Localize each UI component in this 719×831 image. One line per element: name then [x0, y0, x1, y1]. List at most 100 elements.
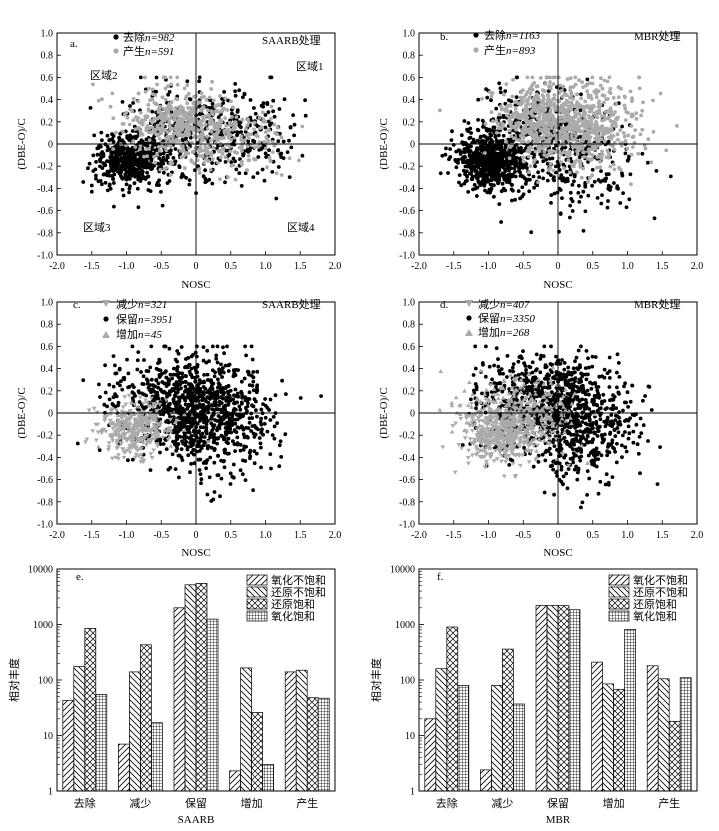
scatter-point: [184, 374, 188, 378]
scatter-point: [200, 114, 205, 119]
scatter-point: [272, 436, 277, 441]
scatter-point: [222, 90, 227, 94]
scatter-point: [213, 400, 218, 405]
x-tick-label: -1.0: [119, 261, 135, 272]
scatter-point: [207, 151, 211, 156]
scatter-point: [187, 369, 192, 374]
scatter-point: [257, 148, 262, 152]
y-axis-label: (DBE-O)/C: [16, 118, 28, 169]
scatter-point: [611, 112, 616, 117]
scatter-point: [600, 124, 605, 128]
scatter-point: [156, 107, 161, 111]
scatter-point: [95, 152, 100, 157]
scatter-point: [536, 145, 541, 150]
scatter-point: [205, 372, 210, 377]
scatter-point: [571, 96, 576, 101]
scatter-point: [130, 344, 135, 349]
scatter-point: [579, 175, 584, 180]
scatter-point: [257, 115, 262, 120]
y-tick-label: 0.8: [41, 51, 54, 62]
scatter-point: [228, 388, 233, 393]
scatter-point: [574, 133, 579, 138]
scatter-point: [214, 127, 218, 132]
scatter-point: [262, 422, 267, 426]
scatter-point: [187, 416, 191, 420]
scatter-point: [492, 194, 496, 199]
scatter-point: [238, 468, 243, 473]
scatter-point: [255, 369, 260, 374]
panel-a-scatter: -1.0-0.8-0.6-0.4-0.200.20.40.60.81.0 -2.…: [16, 29, 341, 292]
scatter-point: [184, 175, 189, 180]
scatter-point: [544, 144, 548, 149]
scatter-point: [232, 372, 236, 377]
scatter-point: [182, 432, 187, 437]
scatter-point: [161, 113, 166, 118]
scatter-point: [178, 404, 183, 409]
scatter-point: [598, 165, 603, 170]
scatter-point: [592, 179, 597, 184]
scatter-point: [249, 132, 254, 137]
scatter-point: [558, 134, 563, 139]
scatter-point: [478, 134, 483, 139]
scatter-point: [585, 89, 590, 94]
scatter-point: [149, 130, 154, 135]
scatter-point: [585, 77, 590, 82]
scatter-point: [583, 184, 588, 189]
scatter-point: [499, 220, 503, 224]
scatter-point: [569, 136, 574, 140]
scatter-point: [91, 406, 97, 411]
scatter-point: [241, 447, 246, 452]
scatter-point: [175, 75, 180, 80]
scatter-point: [504, 82, 509, 86]
scatter-point: [462, 119, 467, 123]
legend-marker-produced: [113, 48, 119, 54]
scatter-point: [218, 94, 222, 98]
scatter-point: [138, 110, 143, 115]
scatter-point: [128, 104, 132, 108]
scatter-point: [205, 406, 209, 411]
scatter-point: [219, 416, 224, 421]
scatter-point: [511, 114, 515, 119]
scatter-point: [111, 147, 115, 151]
scatter-point: [210, 181, 215, 186]
scatter-point: [542, 89, 546, 93]
scatter-point: [586, 180, 590, 184]
scatter-point: [252, 461, 257, 466]
scatter-point: [226, 436, 231, 441]
scatter-point: [462, 147, 467, 152]
scatter-point: [222, 136, 227, 140]
scatter-point: [90, 429, 96, 434]
scatter-point: [627, 197, 632, 202]
scatter-point: [630, 99, 634, 104]
scatter-point: [98, 164, 102, 169]
scatter-point: [529, 128, 533, 133]
scatter-point: [130, 129, 135, 133]
scatter-point: [207, 359, 211, 364]
scatter-point: [131, 101, 136, 105]
scatter-point: [144, 161, 149, 166]
scatter-point: [614, 117, 618, 121]
scatter-point: [525, 130, 529, 134]
scatter-point: [143, 75, 147, 80]
scatter-point: [239, 159, 244, 164]
scatter-point: [183, 424, 188, 429]
scatter-point: [547, 84, 551, 89]
scatter-point: [284, 392, 288, 396]
scatter-point: [173, 357, 178, 362]
scatter-point: [137, 408, 141, 412]
scatter-point: [227, 120, 232, 125]
scatter-point: [220, 109, 224, 114]
scatter-point: [266, 110, 271, 114]
scatter-point: [595, 165, 599, 170]
scatter-point: [535, 140, 540, 145]
scatter-point: [259, 445, 263, 450]
scatter-point: [111, 384, 116, 389]
scatter-point: [149, 167, 154, 172]
scatter-point: [164, 375, 169, 380]
scatter-point: [275, 421, 279, 425]
scatter-point: [519, 97, 524, 101]
scatter-point: [140, 132, 145, 137]
scatter-point: [559, 160, 563, 164]
scatter-point: [125, 357, 129, 362]
